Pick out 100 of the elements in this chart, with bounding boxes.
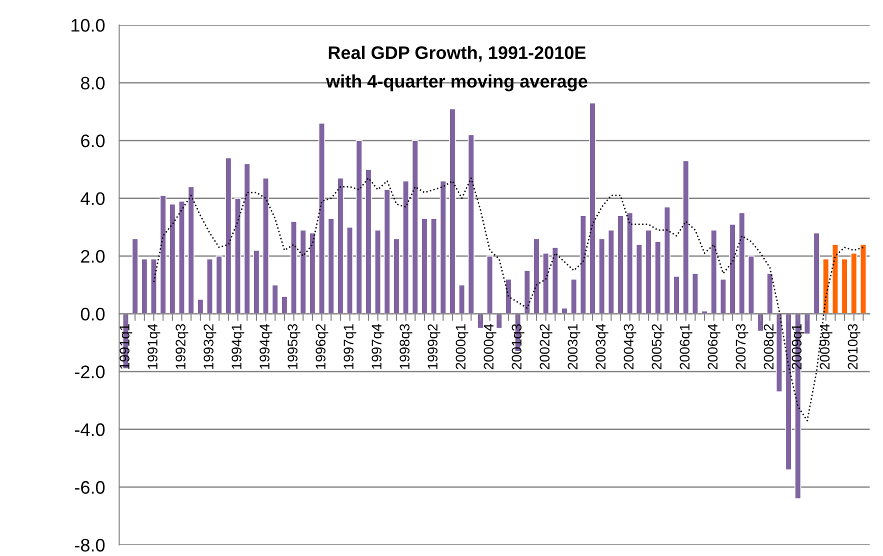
bar	[150, 258, 158, 314]
bar	[384, 189, 390, 314]
bar	[300, 230, 306, 314]
bar	[692, 272, 698, 314]
x-tick-label: 2004q3	[624, 324, 636, 370]
x-tick-label: 1995q3	[288, 324, 300, 369]
x-tick-label: 1991q1	[120, 324, 132, 369]
text: Real GDP Growth, 1991-2010E	[328, 46, 586, 62]
y-tick-label: -4.0	[75, 423, 105, 436]
y-tick-label: 0.0	[80, 308, 105, 321]
x-tick-label: 2002q2	[540, 324, 552, 370]
bar	[757, 313, 764, 332]
bar	[458, 284, 466, 314]
bar	[272, 284, 278, 314]
y-tick-label: 10.0	[72, 18, 105, 32]
bar	[206, 258, 214, 314]
bar	[832, 244, 839, 314]
x-tick-label: 2000q4	[484, 324, 496, 370]
bar	[841, 258, 848, 314]
bar	[608, 230, 614, 314]
bar	[785, 313, 792, 470]
bar	[402, 180, 410, 314]
bar	[440, 180, 446, 314]
bar	[393, 238, 400, 314]
bar	[542, 252, 550, 314]
bar	[234, 198, 242, 314]
x-tick-label: 2007q3	[736, 324, 748, 370]
bar	[449, 108, 456, 314]
bar	[169, 204, 176, 314]
bar	[188, 186, 194, 314]
bar	[598, 238, 606, 314]
x-tick-label: 2001q3	[512, 324, 524, 370]
x-tick-label: 2006q4	[708, 324, 720, 370]
bar	[281, 296, 288, 314]
bar	[356, 140, 362, 314]
bar	[561, 308, 568, 314]
bar	[626, 212, 634, 314]
bar	[430, 218, 438, 314]
bar	[225, 157, 232, 314]
bar	[822, 258, 830, 314]
bar	[552, 246, 558, 314]
x-tick-label: 1997q1	[344, 324, 356, 369]
x-tick-label: 2000q1	[456, 324, 468, 370]
y-tick-label: 6.0	[81, 134, 105, 148]
x-tick-label: 2009q1	[792, 324, 804, 370]
bar	[654, 241, 662, 314]
x-tick-label: 2009q4	[820, 324, 832, 370]
bar	[365, 169, 372, 314]
bar	[645, 230, 652, 314]
bar	[710, 230, 718, 314]
x-tick-label: 1993q2	[204, 324, 216, 369]
bar	[748, 256, 755, 314]
y-tick-label: 8.0	[81, 76, 105, 90]
bar	[664, 206, 670, 314]
x-tick-label: 2008q2	[764, 324, 776, 370]
bar	[328, 218, 334, 314]
bar	[860, 244, 867, 314]
bar	[346, 226, 354, 314]
bar	[524, 270, 530, 314]
bar	[580, 215, 586, 314]
bar	[776, 313, 783, 392]
bar	[673, 276, 680, 314]
x-tick-label: 2006q1	[680, 324, 692, 370]
bar	[589, 102, 596, 314]
bar	[318, 122, 326, 314]
bar	[244, 163, 250, 314]
bar	[738, 212, 746, 314]
bar	[477, 313, 484, 329]
bar	[412, 140, 418, 314]
x-tick-label: 2003q4	[596, 324, 608, 370]
x-tick-label: 2005q2	[652, 324, 664, 370]
bar	[617, 215, 624, 314]
x-tick-label: 1997q4	[372, 324, 384, 369]
bar	[337, 178, 344, 314]
bar	[141, 258, 148, 314]
bar	[216, 256, 222, 314]
bar	[813, 232, 820, 314]
bar	[253, 250, 260, 314]
bar	[160, 195, 166, 314]
bar	[729, 224, 736, 314]
x-tick-label: 1991q4	[148, 324, 160, 369]
bar	[682, 160, 690, 314]
bar	[262, 178, 270, 314]
text: with 4-quarter moving average	[326, 74, 588, 92]
bar	[804, 313, 811, 334]
x-tick-label: 1994q4	[260, 324, 272, 369]
bar	[636, 244, 642, 314]
bar	[374, 230, 382, 314]
x-tick-label: 1998q3	[400, 324, 412, 369]
y-tick-label: -8.0	[75, 538, 105, 552]
bar	[197, 298, 204, 314]
bar	[421, 218, 428, 314]
x-tick-label: 2010q3	[848, 324, 860, 370]
x-tick-label: 1996q2	[316, 324, 328, 369]
x-tick-label: 1992q3	[176, 324, 188, 369]
bar	[766, 272, 774, 314]
bar	[486, 256, 494, 314]
bar	[178, 200, 186, 314]
y-tick-label: -6.0	[75, 481, 105, 494]
x-tick-label: 1994q1	[232, 324, 244, 369]
